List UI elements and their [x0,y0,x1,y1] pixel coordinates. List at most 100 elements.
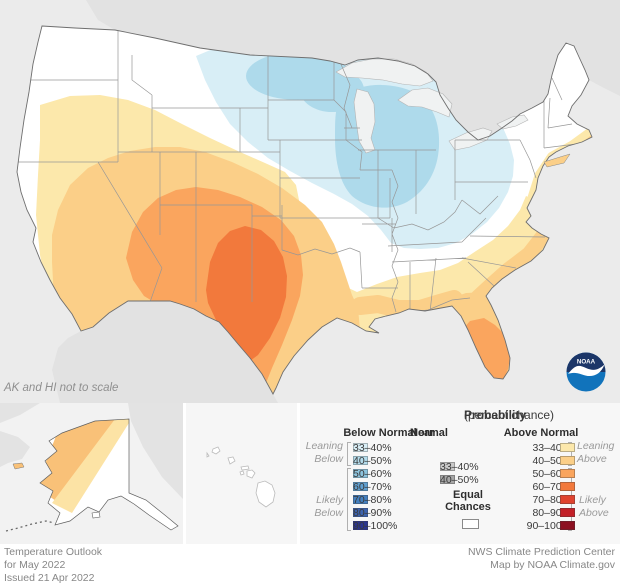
likely-below-label: Likely [316,494,343,506]
probability-range-label: 60–70% [353,480,392,493]
probability-swatch [353,443,368,452]
state-borders [17,30,577,316]
leaning-below-bracket [347,442,351,466]
footer-issued: Issued 21 Apr 2022 [4,572,95,584]
leaning-below-label: Leaning [305,440,343,452]
vancouver-island [92,2,150,24]
probability-swatch [440,462,455,471]
great-lakes [335,58,529,154]
probability-range-label: 90–100% [353,519,398,532]
legend-title-bold: Probability [464,408,527,422]
russia-landmass [0,403,40,423]
alaska-inset-map [0,403,183,544]
noaa-logo: NOAA [566,352,606,392]
leaning-above-label: Leaning [577,440,615,452]
legend-row: 80–90% [353,506,463,519]
legend-row: 33–40% [440,460,540,473]
lake-huron [397,87,453,118]
footer-period: for May 2022 [4,559,66,571]
probability-swatch [353,469,368,478]
legend-row: 50–60% [353,467,463,480]
near-normal-rows: 33–40% 40–50% [440,460,540,486]
above-normal-rows: 33–40% 40–50% 50–60% 60–70% 70–80% 80–90% 90–1… [475,441,575,532]
probability-swatch [560,456,575,465]
legend-row: 40–50% [353,454,463,467]
legend-row: 90–100% [353,519,463,532]
kodiak-island [91,511,101,519]
ak-band-above-33-40 [52,419,134,513]
probability-swatch [440,475,455,484]
likely-above-label: Likely [579,494,606,506]
ak-band-above-40-50 [40,419,120,501]
canada-nw-landmass [128,403,183,499]
hawaii-inset-map [186,403,297,544]
leaning-above-bracket [568,442,572,466]
island-oahu [227,456,236,465]
probability-swatch [353,482,368,491]
probability-swatch [353,508,368,517]
island-maui [246,469,256,479]
probability-swatch [560,508,575,517]
island-molokai [240,465,250,471]
legend-row: 60–70% [353,480,463,493]
legend-row: 70–80% [475,493,575,506]
legend-row: 70–80% [353,493,463,506]
legend-row: 60–70% [475,480,575,493]
legend-row: 40–50% [475,454,575,467]
probability-range-label: 40–50% [440,473,479,486]
band-above-50-60-south-florida [462,318,511,388]
above-normal-header: Above Normal [503,427,579,439]
likely-below-bracket [347,468,351,531]
equal-chances-label: Equal [453,489,483,501]
probability-swatch [560,469,575,478]
probability-swatch [353,521,368,530]
legend-row: 80–90% [475,506,575,519]
legend-title-rest: (percent chance) [464,408,555,422]
equal-chances-swatch [462,519,479,529]
lake-ontario [496,114,529,130]
probability-swatch [560,521,575,530]
probability-swatch [560,443,575,452]
island-hawaii [255,480,276,508]
leaning-below-label: Below [314,453,343,465]
probability-range-label: 33–40% [353,441,392,454]
legend-row: 40–50% [440,473,540,486]
canada-landmass [86,0,620,140]
footer-title: Temperature Outlook [4,546,103,558]
probability-range-label: 33–40% [440,460,479,473]
footer-credit: Map by NOAA Climate.gov [490,559,615,571]
conus-map [0,0,620,403]
probability-swatch [560,482,575,491]
russia-coast [0,431,30,467]
legend-row: 50–60% [475,467,575,480]
ak-hi-note: AK and HI not to scale [4,382,119,394]
band-above-40-50-gulf-strip [351,290,463,318]
legend-row: 90–100% [475,519,575,532]
noaa-logo-text: NOAA [577,359,596,366]
mexico-landmass [52,301,278,403]
equal-chances-label: Chances [445,501,491,513]
island-lanai [239,470,245,476]
long-island [543,153,571,168]
footer-source: NWS Climate Prediction Center [467,546,615,558]
probability-range-label: 80–90% [353,506,392,519]
below-normal-rows: 33–40% 40–50% 50–60% 60–70% 70–80% 80–90% 90–1… [353,441,463,532]
island-kauai [211,446,221,455]
probability-swatch [560,495,575,504]
legend-row: 33–40% [475,441,575,454]
hawaii-islands [206,446,276,508]
probability-range-label: 50–60% [353,467,392,480]
noaa-logo-gull [568,364,605,377]
probability-range-label: 70–80% [353,493,392,506]
aleutian-islands [5,520,55,532]
probability-range-label: 90–100% [526,519,571,532]
band-above-40-50-se-coast [470,228,551,305]
footer-left-text: Temperature Outlook for May 2022 Issued … [4,546,102,585]
island-niihau [206,451,210,458]
footer-right-text: NWS Climate Prediction Center Map by NOA… [468,546,615,572]
st-lawrence-island [12,462,25,470]
below-normal-header: Below Normal [343,427,417,439]
likely-below-label: Below [314,507,343,519]
legend-row: 33–40% [353,441,463,454]
